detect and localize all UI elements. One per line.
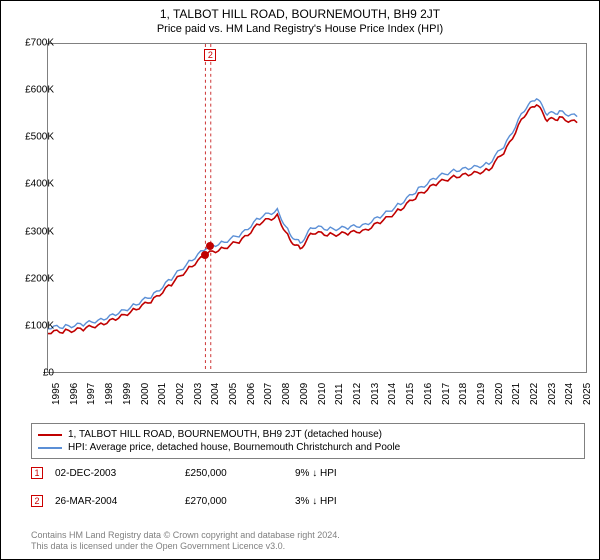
- legend-item: HPI: Average price, detached house, Bour…: [38, 441, 578, 454]
- sale-row-1: 1 02-DEC-2003 £250,000 9% ↓ HPI: [31, 467, 585, 479]
- x-tick-label: 1996: [69, 383, 80, 405]
- y-tick-label: £300K: [25, 226, 54, 237]
- legend-swatch: [38, 447, 62, 449]
- x-tick-label: 2006: [246, 383, 257, 405]
- x-tick-label: 2005: [228, 383, 239, 405]
- x-tick-label: 2013: [370, 383, 381, 405]
- x-tick-label: 2011: [334, 383, 345, 405]
- x-tick-label: 2004: [210, 383, 221, 405]
- x-tick-label: 2023: [547, 383, 558, 405]
- x-tick-label: 2018: [458, 383, 469, 405]
- x-tick-label: 2020: [494, 383, 505, 405]
- y-tick-label: £100K: [25, 320, 54, 331]
- x-tick-label: 2014: [387, 383, 398, 405]
- sale-marker-2: 2: [31, 495, 43, 507]
- x-tick-label: 2016: [423, 383, 434, 405]
- sale-price-2: £270,000: [185, 496, 295, 507]
- line-chart-svg: [48, 44, 586, 372]
- y-tick-label: £700K: [25, 38, 54, 49]
- sale-date-1: 02-DEC-2003: [55, 468, 185, 479]
- x-tick-label: 1997: [86, 383, 97, 405]
- y-tick-label: £500K: [25, 132, 54, 143]
- x-tick-label: 2002: [175, 383, 186, 405]
- chart-subtitle: Price paid vs. HM Land Registry's House …: [1, 21, 599, 39]
- x-tick-label: 2015: [405, 383, 416, 405]
- sale-price-1: £250,000: [185, 468, 295, 479]
- footer-line-1: Contains HM Land Registry data © Crown c…: [31, 530, 340, 542]
- chart-container: 1, TALBOT HILL ROAD, BOURNEMOUTH, BH9 2J…: [0, 0, 600, 560]
- y-tick-label: £0: [43, 368, 54, 379]
- chart-title: 1, TALBOT HILL ROAD, BOURNEMOUTH, BH9 2J…: [1, 1, 599, 21]
- sale-dot: [206, 242, 214, 250]
- x-tick-label: 2007: [263, 383, 274, 405]
- x-tick-label: 2012: [352, 383, 363, 405]
- legend: 1, TALBOT HILL ROAD, BOURNEMOUTH, BH9 2J…: [31, 423, 585, 459]
- x-tick-label: 2010: [317, 383, 328, 405]
- x-tick-label: 2024: [564, 383, 575, 405]
- sale-callout-box: 2: [204, 49, 216, 61]
- y-tick-label: £200K: [25, 273, 54, 284]
- y-tick-label: £600K: [25, 85, 54, 96]
- x-tick-label: 2017: [441, 383, 452, 405]
- footer: Contains HM Land Registry data © Crown c…: [31, 530, 340, 553]
- sale-pct-2: 3% ↓ HPI: [295, 496, 355, 507]
- x-tick-label: 2003: [193, 383, 204, 405]
- sale-date-2: 26-MAR-2004: [55, 496, 185, 507]
- legend-label: HPI: Average price, detached house, Bour…: [68, 442, 400, 453]
- sale-dot: [201, 251, 209, 259]
- legend-item: 1, TALBOT HILL ROAD, BOURNEMOUTH, BH9 2J…: [38, 428, 578, 441]
- legend-swatch: [38, 434, 62, 436]
- x-tick-label: 1998: [104, 383, 115, 405]
- plot-area: [47, 43, 587, 373]
- x-tick-label: 2009: [299, 383, 310, 405]
- sale-row-2: 2 26-MAR-2004 £270,000 3% ↓ HPI: [31, 495, 585, 507]
- sale-marker-1: 1: [31, 467, 43, 479]
- x-tick-label: 2000: [140, 383, 151, 405]
- x-tick-label: 2022: [529, 383, 540, 405]
- x-tick-label: 2019: [476, 383, 487, 405]
- x-tick-label: 1999: [122, 383, 133, 405]
- x-tick-label: 2025: [582, 383, 593, 405]
- y-tick-label: £400K: [25, 179, 54, 190]
- x-tick-label: 2001: [157, 383, 168, 405]
- footer-line-2: This data is licensed under the Open Gov…: [31, 541, 340, 553]
- legend-label: 1, TALBOT HILL ROAD, BOURNEMOUTH, BH9 2J…: [68, 429, 382, 440]
- x-tick-label: 1995: [51, 383, 62, 405]
- x-tick-label: 2008: [281, 383, 292, 405]
- x-tick-label: 2021: [511, 383, 522, 405]
- sale-pct-1: 9% ↓ HPI: [295, 468, 355, 479]
